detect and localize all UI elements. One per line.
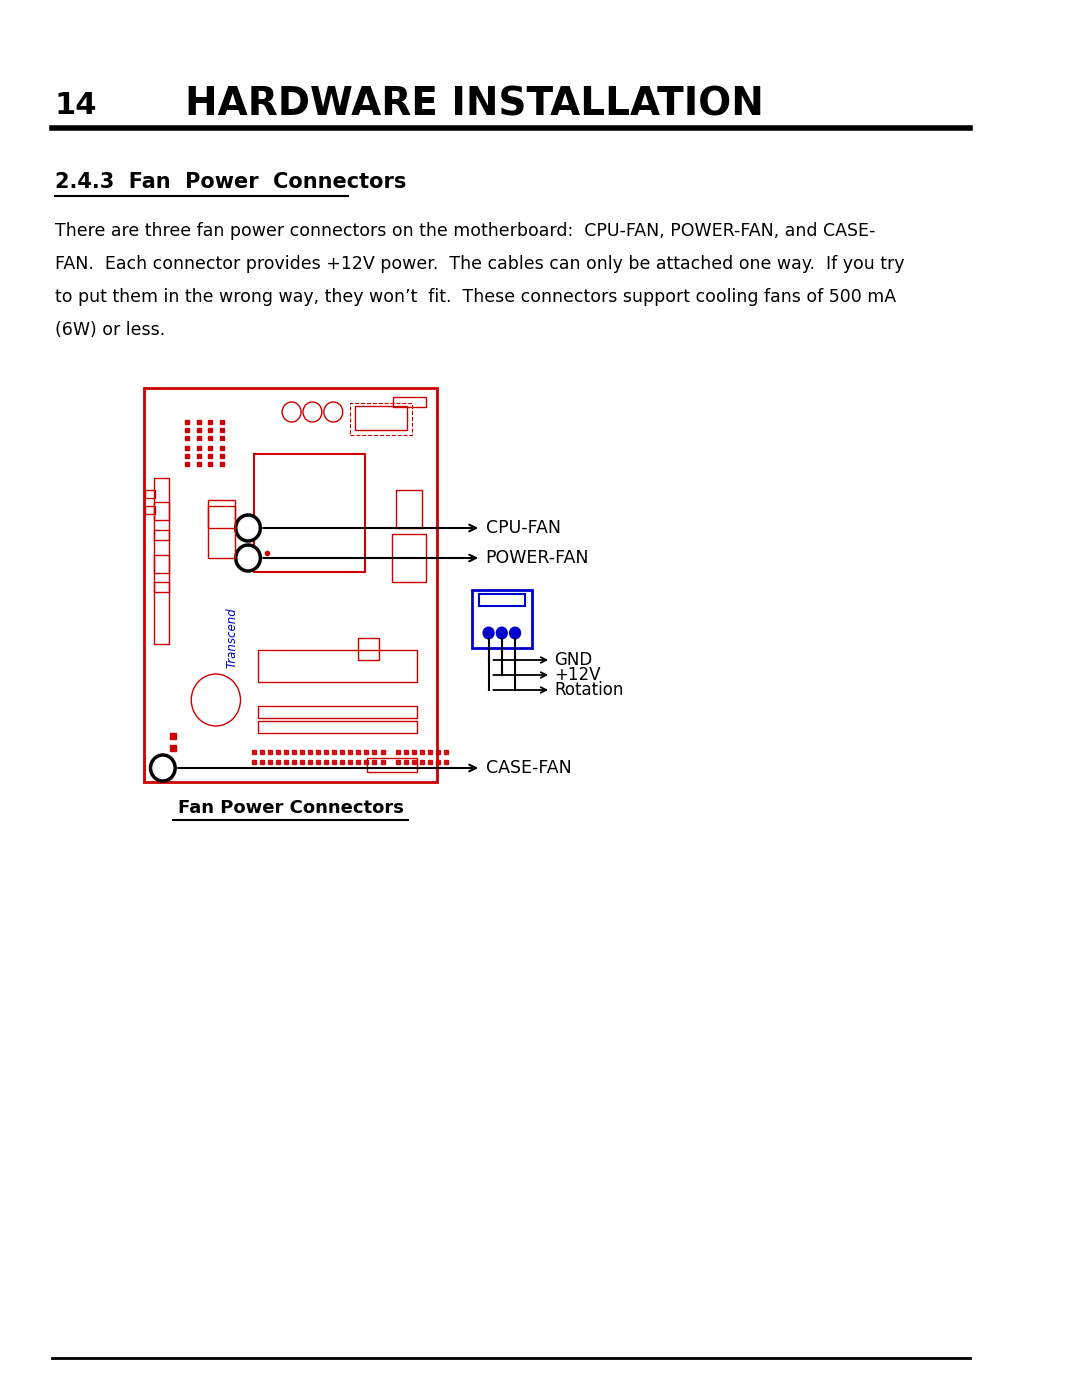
- Circle shape: [509, 626, 522, 640]
- Text: CPU-FAN: CPU-FAN: [486, 520, 561, 536]
- Circle shape: [496, 626, 508, 640]
- Bar: [472, 590, 532, 648]
- Bar: [154, 583, 170, 644]
- Bar: [145, 490, 156, 497]
- Circle shape: [150, 754, 175, 781]
- Circle shape: [483, 626, 495, 640]
- Text: FAN.  Each connector provides +12V power.  The cables can only be attached one w: FAN. Each connector provides +12V power.…: [55, 256, 904, 272]
- Text: 14: 14: [55, 91, 97, 120]
- Bar: [395, 490, 422, 528]
- Text: to put them in the wrong way, they won’t  fit.  These connectors support cooling: to put them in the wrong way, they won’t…: [55, 288, 896, 306]
- Bar: [257, 705, 417, 718]
- Bar: [367, 759, 417, 773]
- Bar: [355, 407, 407, 430]
- Bar: [480, 594, 525, 606]
- Bar: [154, 502, 170, 520]
- Bar: [254, 454, 365, 571]
- Bar: [208, 500, 234, 528]
- Text: Transcend: Transcend: [226, 608, 239, 668]
- Bar: [357, 638, 379, 659]
- Text: There are three fan power connectors on the motherboard:  CPU-FAN, POWER-FAN, an: There are three fan power connectors on …: [55, 222, 875, 240]
- Text: GND: GND: [554, 651, 592, 669]
- Bar: [145, 506, 156, 514]
- Circle shape: [235, 545, 260, 571]
- Bar: [154, 478, 170, 541]
- Bar: [154, 529, 170, 592]
- Text: +12V: +12V: [554, 666, 600, 685]
- Text: Fan Power Connectors: Fan Power Connectors: [178, 799, 404, 817]
- Bar: [393, 397, 427, 407]
- Text: CASE-FAN: CASE-FAN: [486, 759, 571, 777]
- Bar: [257, 721, 417, 733]
- Bar: [208, 506, 234, 557]
- Text: Rotation: Rotation: [554, 680, 623, 698]
- Bar: [144, 388, 437, 782]
- Text: HARDWARE INSTALLATION: HARDWARE INSTALLATION: [185, 87, 764, 124]
- Text: (6W) or less.: (6W) or less.: [55, 321, 165, 339]
- Bar: [257, 650, 417, 682]
- Text: 2.4.3  Fan  Power  Connectors: 2.4.3 Fan Power Connectors: [55, 172, 406, 191]
- Bar: [350, 402, 411, 434]
- Bar: [154, 555, 170, 573]
- Circle shape: [235, 515, 260, 541]
- Text: POWER-FAN: POWER-FAN: [486, 549, 590, 567]
- Bar: [392, 534, 427, 583]
